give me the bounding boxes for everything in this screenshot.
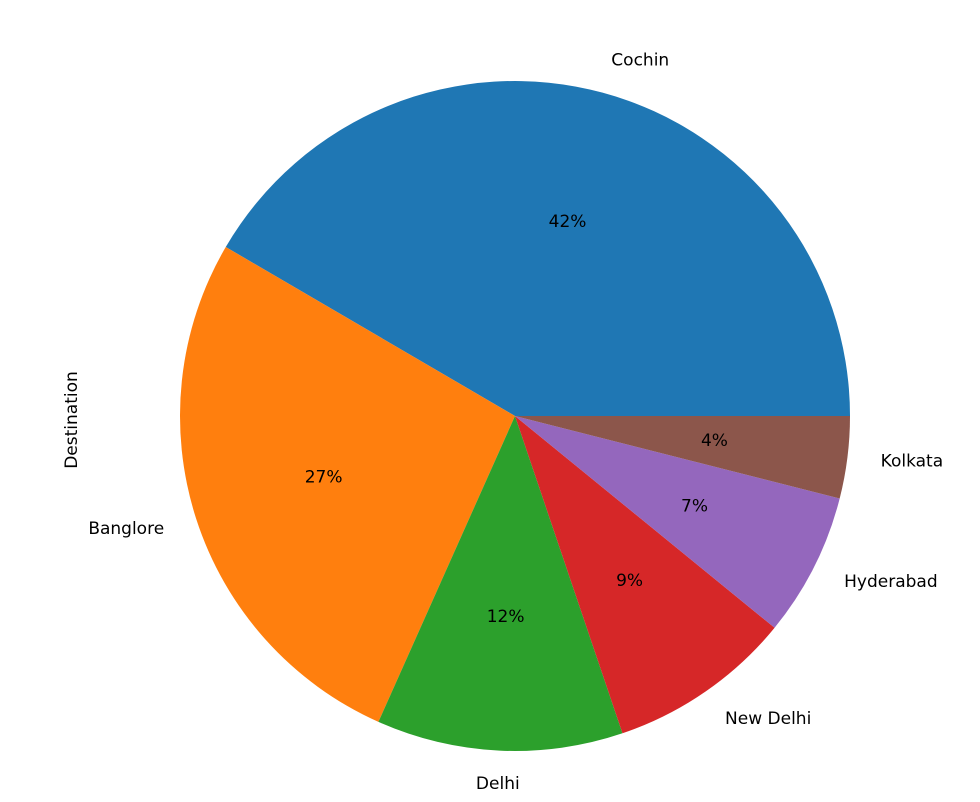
pie-slice (225, 81, 850, 417)
slice-label: New Delhi (725, 709, 811, 729)
y-axis-label: Destination (62, 371, 82, 469)
pie-slice (515, 416, 850, 499)
pie-slice (378, 416, 623, 751)
pct-label: 27% (305, 468, 343, 488)
pie-slice (515, 416, 775, 734)
pie-slice (180, 246, 515, 722)
pct-label: 42% (549, 212, 587, 232)
slice-label: Cochin (611, 50, 669, 70)
pct-label: 12% (487, 607, 525, 627)
slice-label: Kolkata (881, 452, 943, 472)
pie-slice (515, 416, 840, 628)
pct-label: 9% (616, 571, 643, 591)
pct-label: 4% (701, 431, 728, 451)
slice-label: Delhi (476, 774, 520, 794)
slice-label: Hyderabad (844, 572, 938, 592)
pct-label: 7% (681, 496, 708, 516)
slice-label: Banglore (88, 519, 164, 539)
